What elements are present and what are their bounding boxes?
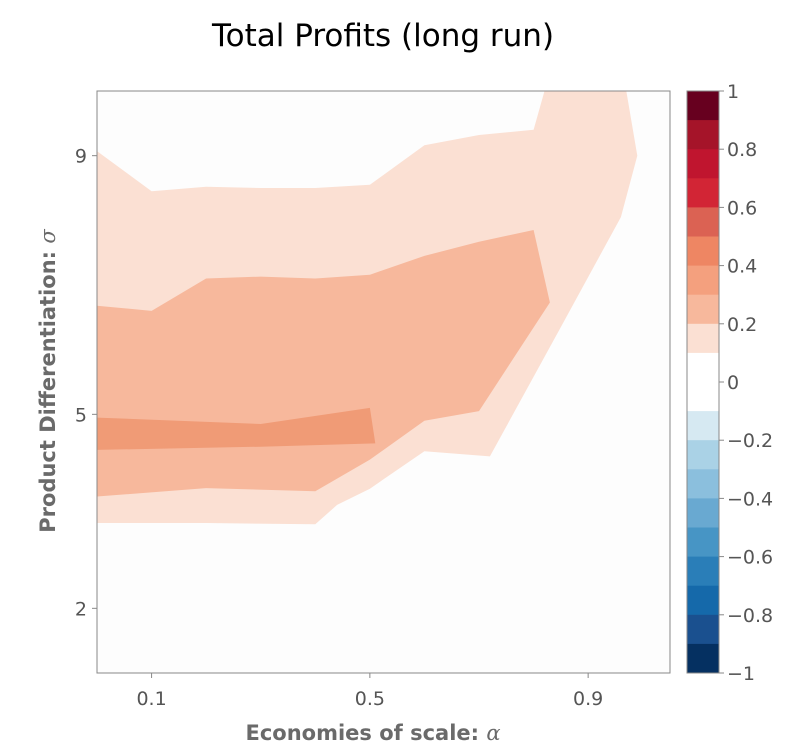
- x-axis-label-symbol: α: [486, 721, 500, 745]
- colorbar-tick-label: −0.8: [727, 605, 773, 627]
- colorbar-level: [687, 585, 719, 616]
- colorbar-level: [687, 614, 719, 645]
- y-tick-label: 2: [75, 598, 87, 620]
- colorbar-level: [687, 643, 719, 674]
- colorbar-level: [687, 178, 719, 208]
- colorbar-level: [687, 498, 719, 528]
- colorbar-level: [687, 411, 719, 441]
- y-axis-label: Product Differentiation: σ: [36, 229, 60, 533]
- colorbar-level: [687, 265, 719, 296]
- colorbar-ticks: 1 0.8 0.6 0.4 0.2 0 −0.2 −0.4 −0.6 −0.8 −1: [719, 81, 773, 685]
- x-tick-label: 0.9: [573, 688, 603, 710]
- colorbar-tick-label: −0.6: [727, 547, 773, 569]
- y-tick-label: 9: [75, 146, 87, 168]
- colorbar-level: [687, 556, 719, 587]
- colorbar-level: [687, 352, 719, 412]
- colorbar-level: [687, 149, 719, 179]
- chart-title: Total Profits (long run): [211, 18, 554, 54]
- colorbar-tick-label: −1: [727, 663, 755, 685]
- contour-region-profit-0.3-0.4: [97, 407, 376, 450]
- colorbar-tick-label: 1: [727, 81, 739, 103]
- x-axis-label-text: Economies of scale:: [245, 721, 486, 745]
- colorbar: 1 0.8 0.6 0.4 0.2 0 −0.2 −0.4 −0.6 −0.8 −1: [686, 81, 773, 685]
- x-axis-ticks: 0.1 0.5 0.9: [136, 673, 603, 710]
- colorbar-tick-label: 0.8: [727, 139, 757, 161]
- colorbar-level: [687, 236, 719, 267]
- colorbar-tick-label: −0.2: [727, 430, 773, 452]
- plot-frame: [96, 90, 671, 674]
- x-tick-label: 0.1: [136, 688, 166, 710]
- plot-area: [96, 90, 671, 674]
- colorbar-level: [687, 91, 719, 121]
- colorbar-tick-label: 0.2: [727, 314, 757, 336]
- colorbar-tick-label: 0: [727, 372, 739, 394]
- y-axis-ticks: 2 5 9: [75, 146, 97, 620]
- colorbar-level: [687, 440, 719, 470]
- y-axis-label-text: Product Differentiation:: [36, 244, 60, 533]
- colorbar-tick-label: −0.4: [727, 488, 773, 510]
- colorbar-tick-label: 0.4: [727, 256, 757, 278]
- colorbar-levels: [687, 91, 719, 674]
- x-axis-label: Economies of scale: α: [245, 721, 500, 745]
- colorbar-level: [687, 527, 719, 558]
- y-tick-label: 5: [75, 404, 87, 426]
- contour-regions: [97, 91, 638, 525]
- colorbar-tick-label: 0.6: [727, 197, 757, 219]
- x-tick-label: 0.5: [355, 688, 385, 710]
- colorbar-level: [687, 469, 719, 499]
- colorbar-level: [687, 120, 719, 150]
- colorbar-level: [687, 207, 719, 237]
- colorbar-level: [687, 294, 719, 325]
- y-axis-label-symbol: σ: [36, 229, 60, 244]
- colorbar-level: [687, 323, 719, 354]
